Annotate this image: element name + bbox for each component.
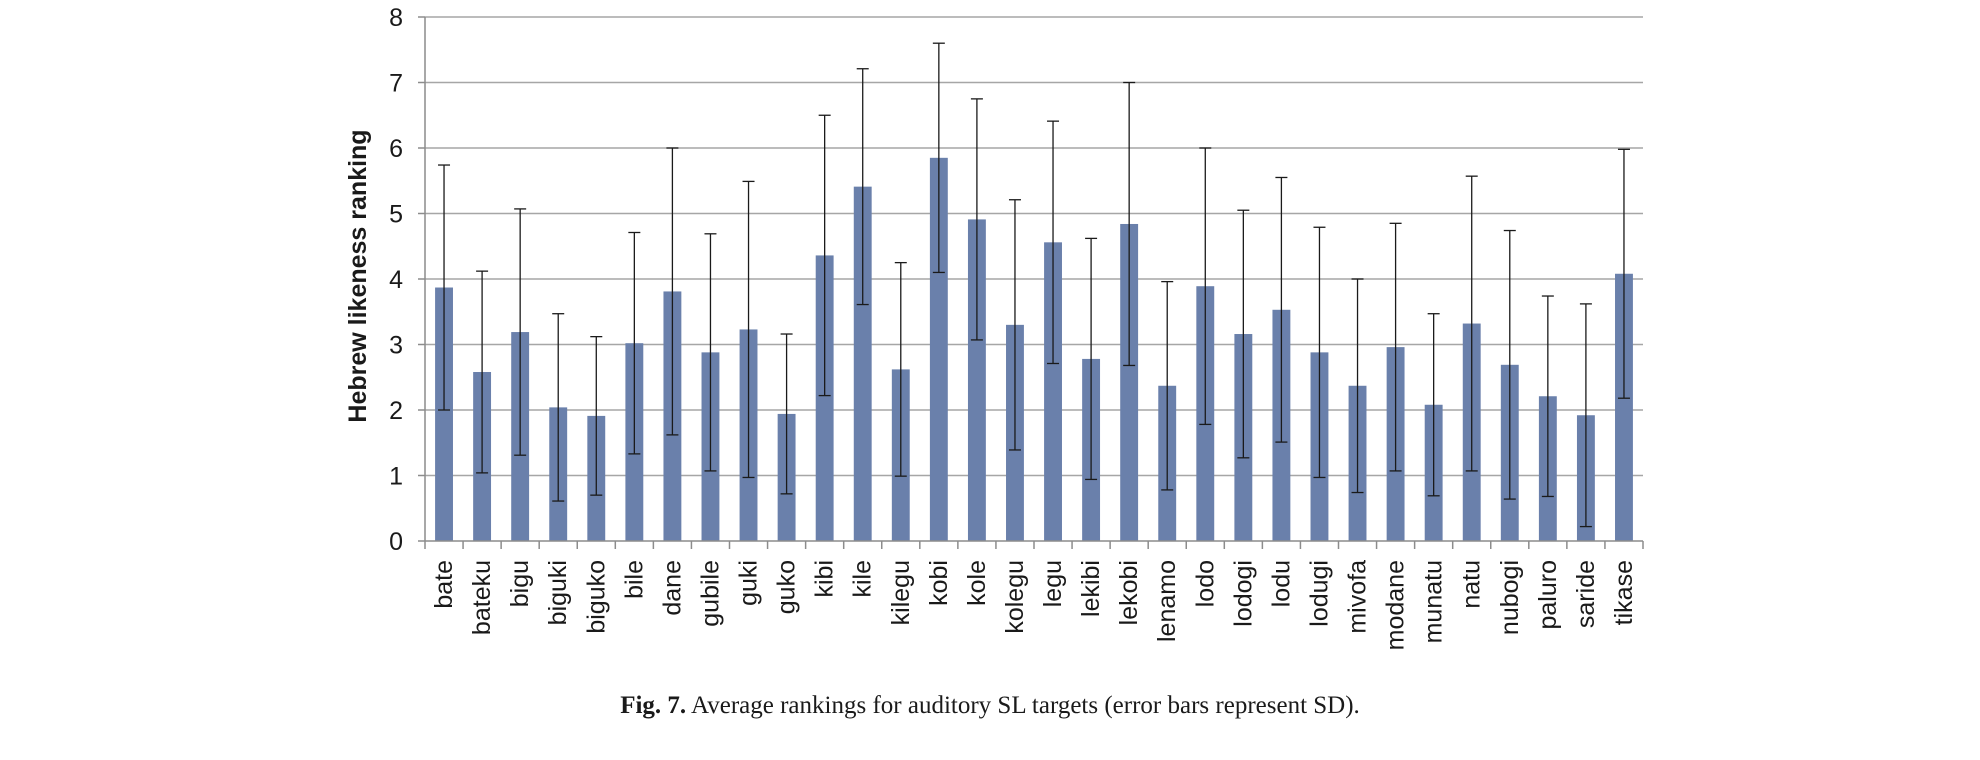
x-tick-label-kolegu: kolegu bbox=[1001, 560, 1029, 634]
x-tick-label-kobi: kobi bbox=[925, 560, 953, 606]
error-bar-lenamo bbox=[1161, 280, 1174, 491]
x-tick-label-kilegu: kilegu bbox=[887, 560, 915, 625]
x-tick-label-bate: bate bbox=[430, 560, 458, 609]
y-tick-label: 8 bbox=[389, 4, 403, 32]
x-tick-labels: bate bateku bigu biguki biguko bile dane gubile… bbox=[430, 560, 1638, 650]
x-tick-label-lekobi: lekobi bbox=[1115, 560, 1143, 625]
error-bar-saride bbox=[1579, 303, 1592, 528]
error-bar-lodu bbox=[1275, 176, 1288, 443]
error-bar-kile bbox=[856, 68, 869, 306]
error-bar-nubogi bbox=[1503, 229, 1516, 500]
x-tick-label-lenamo: lenamo bbox=[1153, 560, 1181, 642]
x-tick-label-mivofa: mivofa bbox=[1344, 560, 1372, 634]
error-bar-biguki bbox=[552, 313, 565, 502]
axes bbox=[418, 16, 1644, 549]
error-bar-lodugi bbox=[1313, 226, 1326, 479]
bar-kibi bbox=[815, 255, 834, 542]
y-tick-label: 6 bbox=[389, 135, 403, 163]
x-tick-label-modane: modane bbox=[1382, 560, 1410, 650]
error-bar-lodogi bbox=[1237, 209, 1250, 459]
bar-kole bbox=[967, 219, 986, 541]
figure-caption-label: Fig. 7. bbox=[620, 692, 686, 719]
x-tick-label-biguko: biguko bbox=[582, 560, 610, 634]
gridlines bbox=[425, 16, 1643, 477]
error-bar-munatu bbox=[1427, 313, 1440, 497]
x-tick-label-bateku: bateku bbox=[468, 560, 496, 635]
y-tick-label: 1 bbox=[389, 463, 403, 491]
error-bar-tikase bbox=[1617, 148, 1630, 399]
x-tick-label-paluro: paluro bbox=[1534, 560, 1562, 630]
x-tick-label-lodo: lodo bbox=[1191, 560, 1219, 607]
error-bar-bigu bbox=[514, 208, 527, 456]
error-bar-guko bbox=[780, 333, 793, 495]
y-tick-label: 3 bbox=[389, 332, 403, 360]
error-bar-kobi bbox=[932, 42, 945, 274]
y-axis-label: Hebrew likeness ranking bbox=[344, 129, 372, 422]
bar-kile bbox=[853, 186, 872, 541]
x-tick-label-guko: guko bbox=[773, 560, 801, 614]
error-bar-mivofa bbox=[1351, 278, 1364, 494]
x-tick-label-bigu: bigu bbox=[506, 560, 534, 607]
y-tick-label: 5 bbox=[389, 201, 403, 229]
x-tick-label-legu: legu bbox=[1039, 560, 1067, 607]
x-tick-label-biguki: biguki bbox=[544, 560, 572, 625]
y-tick-label: 0 bbox=[389, 528, 403, 556]
error-bar-guki bbox=[742, 180, 755, 479]
figure-caption: Fig. 7. Average rankings for auditory SL… bbox=[620, 692, 1360, 719]
x-tick-label-lodu: lodu bbox=[1267, 560, 1295, 607]
y-tick-label: 4 bbox=[389, 266, 403, 294]
error-bar-paluro bbox=[1541, 295, 1554, 498]
x-tick-label-lodogi: lodogi bbox=[1229, 560, 1257, 627]
error-bar-bile bbox=[628, 231, 641, 455]
error-bar-kolegu bbox=[1008, 199, 1021, 451]
x-tick-label-kole: kole bbox=[963, 560, 991, 606]
bar-lekobi bbox=[1120, 223, 1139, 542]
error-bar-lekibi bbox=[1085, 237, 1098, 481]
error-bar-modane bbox=[1389, 222, 1402, 472]
y-tick-label: 7 bbox=[389, 70, 403, 98]
figure-caption-text: Average rankings for auditory SL targets… bbox=[691, 692, 1360, 719]
x-tick-label-natu: natu bbox=[1458, 560, 1486, 609]
error-bar-natu bbox=[1465, 175, 1478, 472]
x-tick-label-lodugi: lodugi bbox=[1305, 560, 1333, 627]
x-tick-label-guki: guki bbox=[735, 560, 763, 606]
error-bar-kilegu bbox=[894, 261, 907, 477]
x-tick-label-tikase: tikase bbox=[1610, 560, 1638, 625]
error-bars bbox=[438, 42, 1630, 528]
error-bar-lekobi bbox=[1123, 81, 1136, 367]
x-tick-label-kile: kile bbox=[849, 560, 877, 598]
error-bar-bate bbox=[438, 164, 451, 411]
error-bar-dane bbox=[666, 147, 679, 436]
bar-legu bbox=[1044, 242, 1062, 541]
error-bar-biguko bbox=[590, 335, 603, 496]
bars bbox=[435, 157, 1633, 542]
error-bar-legu bbox=[1047, 120, 1060, 365]
error-bar-kibi bbox=[818, 114, 831, 397]
x-tick-label-lekibi: lekibi bbox=[1077, 560, 1105, 617]
error-bar-kole bbox=[970, 98, 983, 341]
error-bar-gubile bbox=[704, 233, 717, 472]
x-tick-label-munatu: munatu bbox=[1420, 560, 1448, 643]
x-tick-label-nubogi: nubogi bbox=[1496, 560, 1524, 635]
bar-kobi bbox=[929, 157, 948, 541]
bar-bate bbox=[435, 287, 453, 541]
error-bar-bateku bbox=[476, 270, 489, 474]
x-tick-label-bile: bile bbox=[620, 560, 648, 599]
x-tick-label-saride: saride bbox=[1572, 560, 1600, 628]
y-tick-labels: 0 1 2 3 4 5 6 7 8 bbox=[389, 4, 403, 556]
error-bar-lodo bbox=[1199, 147, 1212, 426]
x-tick-label-dane: dane bbox=[658, 560, 686, 616]
x-tick-label-kibi: kibi bbox=[811, 560, 839, 598]
x-tick-label-gubile: gubile bbox=[696, 560, 724, 627]
y-tick-label: 2 bbox=[389, 397, 403, 425]
bar-tikase bbox=[1615, 273, 1633, 541]
